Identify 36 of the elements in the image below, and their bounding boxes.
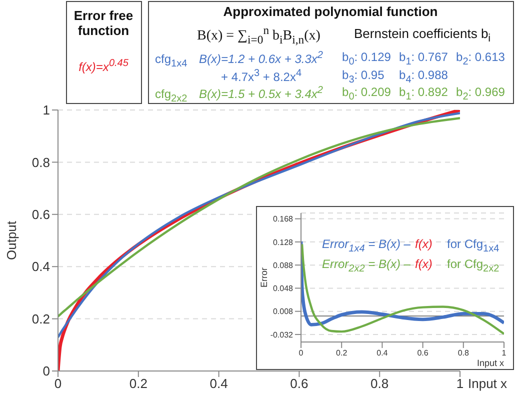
y-tick-label: 0.128 xyxy=(272,238,294,247)
y-tick-label: 0.4 xyxy=(32,259,50,274)
y-tick-label: 0.6 xyxy=(32,207,50,222)
x-tick-label: 0.6 xyxy=(417,348,429,358)
x-tick-label: 0.2 xyxy=(336,348,348,358)
y-axis-title: Output xyxy=(4,220,19,260)
x-tick-label: 0.8 xyxy=(370,376,389,392)
y-tick-label: 0.2 xyxy=(32,311,50,326)
y-axis-title: Error xyxy=(259,268,269,288)
x-tick-label: 0.6 xyxy=(290,376,308,392)
annotation: for Cfg$_{1x4}$ xyxy=(447,237,500,254)
x-tick-label: 1 xyxy=(502,348,507,358)
x-axis-title: Input x xyxy=(476,358,504,368)
text-box: Error free function f(x)=x$^{0.45}$ xyxy=(66,1,142,104)
x-tick-label: 1 xyxy=(456,376,464,392)
x-tick-label: 0.8 xyxy=(458,348,470,358)
y-tick-label: -0.032 xyxy=(270,330,294,340)
y-tick-label: 1 xyxy=(42,102,50,118)
y-tick-label: 0 xyxy=(42,364,50,379)
annotation: for Cfg$_{2x2}$ xyxy=(447,257,500,274)
y-tick-label: 0.088 xyxy=(272,260,294,270)
y-tick-label: 0.048 xyxy=(272,284,294,294)
x-tick-label: 0 xyxy=(54,376,62,392)
x-tick-label: 0.4 xyxy=(376,348,388,358)
y-tick-label: 0.168 xyxy=(272,214,294,224)
annotation: Error$_{1x4}$ = B(x) – xyxy=(322,237,410,254)
y-tick-label: 0.8 xyxy=(32,154,50,170)
x-tick-label: 0.2 xyxy=(129,376,148,392)
annotation: f(x) xyxy=(415,257,432,271)
annotation: f(x) xyxy=(415,237,432,251)
annotation: Error$_{2x2}$ = B(x) – xyxy=(322,257,410,274)
x-axis-title: Input x xyxy=(468,376,508,391)
x-tick-label: 0 xyxy=(298,348,304,358)
y-tick-label: 0.008 xyxy=(272,307,294,316)
x-tick-label: 0.4 xyxy=(210,376,228,392)
text-box: Approximated polynomial function B(x) = ∑$_{i=0}$$^{n}$ b$_{i}$B$_{i,n}$(x) Bernstein coefficients b$_{i}$ cfg$_{1x4}$ B(x)=1.2 + 0.6x + 3.3x$^{2}$ + 4.7x$^{3}$ + 8.2x$^{4}$ b$_{0}$: 0.129 b$_{1}$: 0.767 b$_{2}$: 0.613 b$_{3}$: 0.95 b$_{4}$: 0.988 cfg$_{2x2}$ B(x)=1.5 + 0.5x + 3.4x$^{2}$ b$_{0}$: 0.209 b$_{1}$: 0.892 b$_{2}$: 0.969 xyxy=(148,1,514,104)
